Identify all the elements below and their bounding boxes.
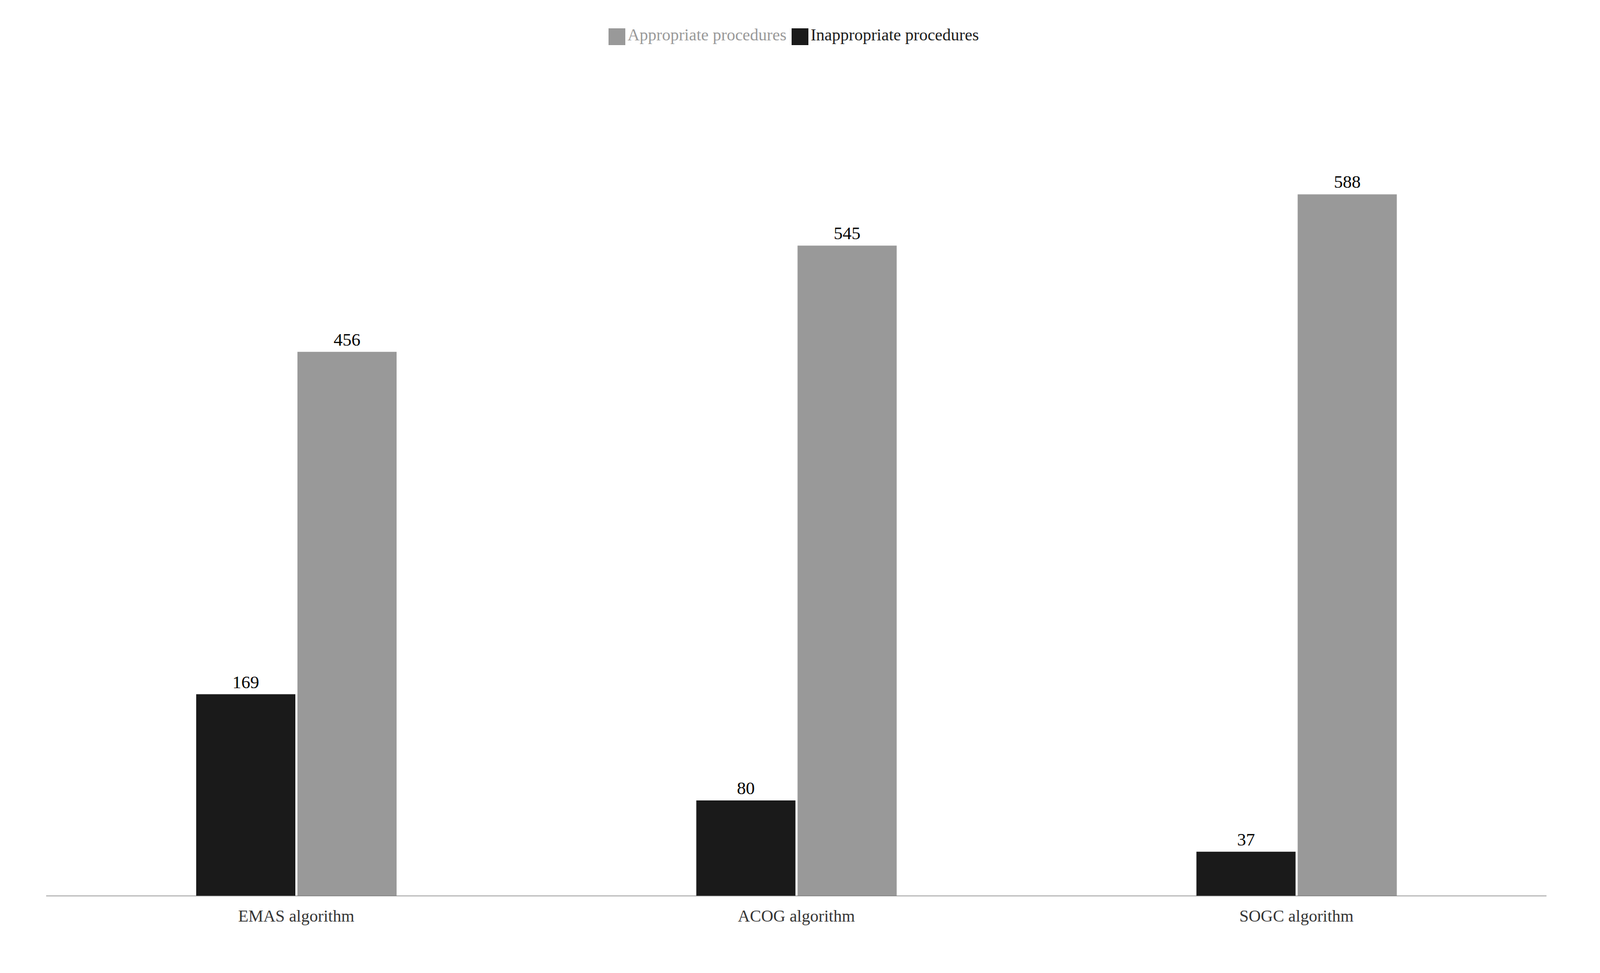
- html-text:Appropriate procedures: Appropriate procedures: [627, 25, 787, 45]
- svg-text:SOGC algorithm: SOGC algorithm: [1239, 906, 1354, 926]
- svg-text:80: 80: [737, 778, 755, 798]
- svg-text:EMAS algorithm: EMAS algorithm: [238, 906, 355, 926]
- svg-text:37: 37: [1236, 829, 1255, 850]
- svg-text:169: 169: [232, 672, 260, 692]
- svg-text:545: 545: [833, 223, 861, 243]
- html-text:Inappropriate procedures: Inappropriate procedures: [810, 25, 979, 45]
- svg-text:588: 588: [1334, 172, 1361, 192]
- svg-text:456: 456: [333, 329, 361, 350]
- svg-text:ACOG algorithm: ACOG algorithm: [737, 906, 855, 926]
